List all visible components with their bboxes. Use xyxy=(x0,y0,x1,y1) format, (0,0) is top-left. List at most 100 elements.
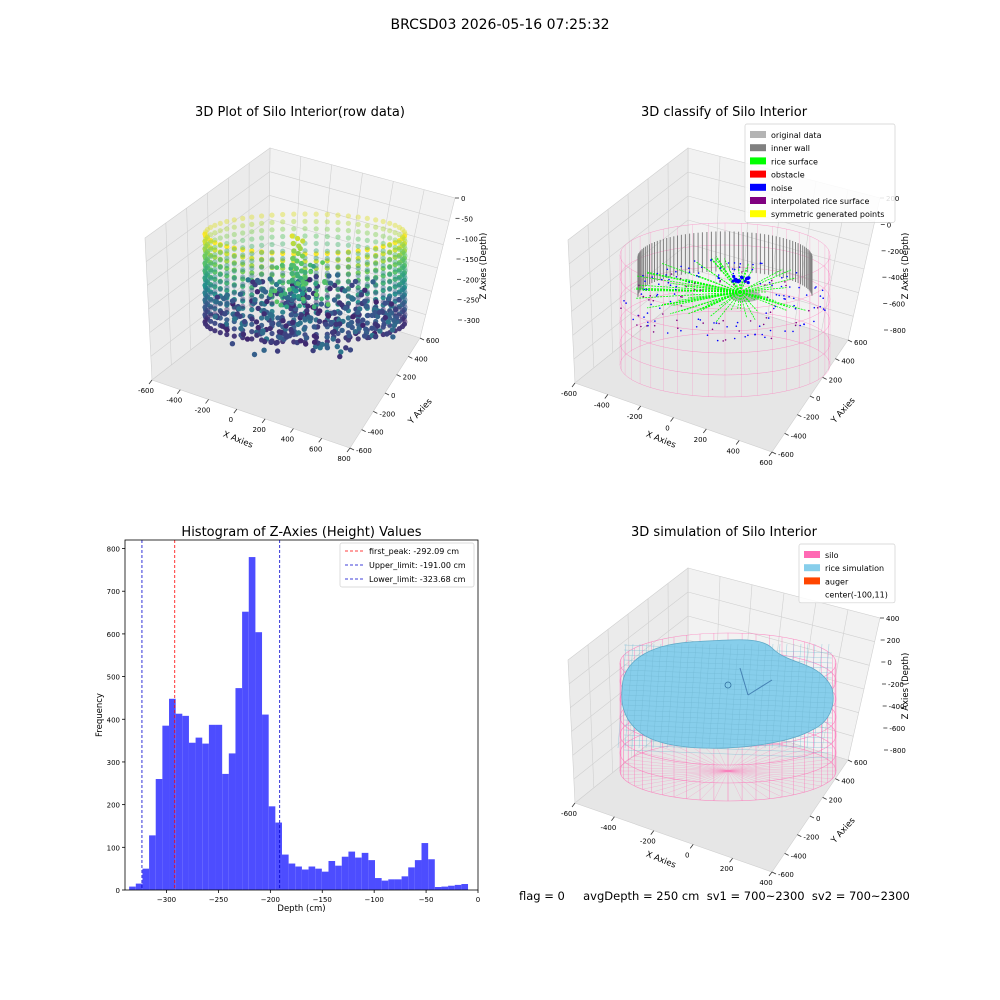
data-point xyxy=(285,294,291,300)
rice-surface-trace xyxy=(730,291,741,311)
rice-surface-trace xyxy=(739,291,770,302)
x-tick-label: -400 xyxy=(600,824,616,832)
data-point xyxy=(330,336,336,342)
data-point xyxy=(380,273,386,279)
data-point xyxy=(396,283,402,289)
data-point xyxy=(355,251,361,257)
noise-point xyxy=(651,276,653,278)
data-point xyxy=(293,265,299,272)
data-point xyxy=(303,341,309,347)
legend-label: first_peak: -292.09 cm xyxy=(369,547,459,556)
data-point xyxy=(365,312,371,319)
rice-surface-trace xyxy=(724,258,741,293)
data-point xyxy=(335,219,341,226)
data-point xyxy=(202,319,208,325)
data-point xyxy=(212,254,218,260)
y-tick xyxy=(349,447,355,451)
rice-surface-trace xyxy=(635,291,741,299)
data-point xyxy=(224,284,230,291)
legend-label: noise xyxy=(771,184,792,193)
z-axis-label: Z Axies (Depth) xyxy=(901,233,911,300)
x-tick-label: 400 xyxy=(759,879,772,887)
data-point xyxy=(213,299,220,305)
data-point xyxy=(324,250,330,257)
silo-floor-line xyxy=(727,770,836,776)
data-point xyxy=(208,254,214,260)
data-point xyxy=(380,270,386,276)
x-tick-label: −250 xyxy=(209,896,228,904)
silo-floor-line xyxy=(651,749,729,772)
data-point xyxy=(269,249,275,255)
surface-mesh-line xyxy=(623,649,833,659)
noise-point xyxy=(695,326,698,328)
data-point xyxy=(217,242,223,248)
data-point xyxy=(269,301,275,307)
noise-point xyxy=(761,262,763,265)
data-point xyxy=(249,270,255,276)
z-tick-label: 400 xyxy=(886,615,899,623)
data-point xyxy=(204,314,211,321)
data-point xyxy=(364,215,370,221)
data-point xyxy=(240,247,246,253)
data-point xyxy=(387,242,393,248)
data-point xyxy=(217,264,223,270)
data-point xyxy=(280,258,286,264)
surface-mesh-line xyxy=(806,643,816,749)
x-tick-label: -200 xyxy=(195,406,211,414)
data-point xyxy=(308,269,314,275)
data-point xyxy=(290,240,296,247)
data-point xyxy=(324,334,330,340)
legend-label: Lower_limit: -323.68 cm xyxy=(369,575,466,584)
data-point xyxy=(219,323,226,329)
data-point xyxy=(364,274,370,280)
interpolated-point xyxy=(662,313,664,315)
noise-point xyxy=(680,265,682,268)
noise-point xyxy=(739,275,744,279)
silo-floor-line xyxy=(699,770,729,801)
legend-label: auger xyxy=(825,577,849,586)
silo-floor-line xyxy=(727,770,794,795)
data-point xyxy=(269,271,275,277)
data-point xyxy=(399,292,406,299)
data-point xyxy=(401,295,407,301)
data-point xyxy=(335,249,341,255)
simulation-legend: silo rice simulation auger center(-100,11) xyxy=(798,543,896,604)
data-point xyxy=(208,261,214,267)
silo-floor-line xyxy=(727,759,828,772)
data-point xyxy=(345,220,351,226)
data-point xyxy=(267,311,274,318)
data-point xyxy=(335,278,341,284)
noise-point xyxy=(680,329,682,332)
y-tick xyxy=(797,414,802,418)
x-tick-label: −200 xyxy=(261,896,280,904)
y-tick xyxy=(408,355,413,359)
data-point xyxy=(297,338,304,344)
surface-mesh-line xyxy=(638,643,648,749)
histogram-bar xyxy=(401,876,409,890)
data-point xyxy=(283,323,289,329)
data-point xyxy=(392,252,398,258)
rice-surface-trace xyxy=(688,291,741,299)
histogram-bar xyxy=(315,868,322,890)
data-point xyxy=(355,243,361,249)
data-point xyxy=(217,235,223,241)
data-point xyxy=(346,332,352,339)
surface-mesh-line xyxy=(623,729,833,739)
data-point xyxy=(224,317,230,323)
noise-point xyxy=(658,283,660,286)
histogram-bar xyxy=(328,860,336,890)
surface-mesh-line xyxy=(623,644,833,654)
data-point xyxy=(212,303,218,309)
data-point xyxy=(396,311,402,317)
data-point xyxy=(238,325,244,332)
data-point xyxy=(401,273,407,279)
y-tick-label: 0 xyxy=(391,392,395,400)
surface-mesh-line xyxy=(792,643,802,749)
surface-mesh-line xyxy=(778,643,788,749)
data-point xyxy=(279,262,285,268)
histogram-bar xyxy=(268,806,276,890)
data-point xyxy=(264,315,270,321)
data-point xyxy=(212,252,218,258)
data-point xyxy=(269,300,275,306)
data-point xyxy=(249,221,255,227)
